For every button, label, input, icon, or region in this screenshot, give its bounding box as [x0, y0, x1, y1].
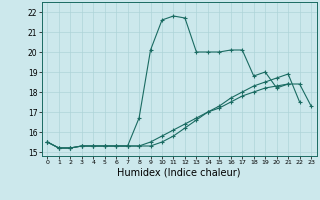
X-axis label: Humidex (Indice chaleur): Humidex (Indice chaleur): [117, 168, 241, 178]
